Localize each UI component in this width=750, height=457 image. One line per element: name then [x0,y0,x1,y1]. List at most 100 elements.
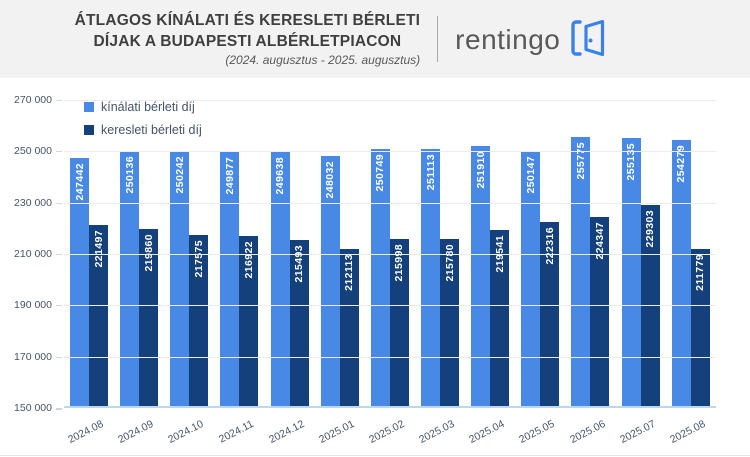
bar-offer: 250147 [521,151,541,408]
bar-demand: 211779 [690,249,710,408]
x-axis-label-cell: 2024.11 [217,408,258,457]
x-axis-label-cell: 2025.08 [668,408,710,457]
header-inner: ÁTLAGOS KÍNÁLATI ÉS KERESLETI BÉRLETI DÍ… [75,11,608,67]
chart-area: 270 000 250 000 230 000 210 000 190 000 170 0… [0,78,750,457]
bar-value-label: 216922 [242,241,255,279]
bar-value-label: 217575 [192,239,205,278]
bar-group: 250147 222316 [521,151,560,408]
page-title-line2: DÍJAK A BUDAPESTI ALBÉRLETPIACON [93,32,402,50]
gridline [64,305,716,306]
gridline [64,203,716,204]
y-axis-tick [56,151,62,152]
gridline [64,254,716,255]
x-axis-label: 2025.02 [367,418,407,446]
bar-value-label: 250147 [524,156,537,194]
gridline [64,151,716,152]
bar-offer: 250242 [170,150,190,408]
bar-group: 254279 211779 [671,140,710,408]
bar-group: 249877 216922 [220,151,259,408]
bar-value-label: 250749 [374,154,387,192]
bar-offer: 251113 [421,148,441,408]
y-axis-tick [56,357,62,358]
legend-swatch-offer [84,102,94,112]
x-axis-label: 2025.01 [316,418,357,446]
bar-demand: 229303 [640,204,660,408]
bar-group: 249638 215493 [270,152,309,408]
bar-offer: 248032 [320,156,340,408]
legend-swatch-demand [84,125,94,135]
rentingo-logo: rentingo [455,16,607,63]
bar-group: 248032 212113 [320,156,359,408]
bar-group: 251910 219541 [471,146,510,408]
legend-label-offer: kínálati bérleti díj [101,100,195,114]
x-axis-label-cell: 2025.07 [618,408,660,457]
bar-demand: 222316 [540,222,560,408]
header: ÁTLAGOS KÍNÁLATI ÉS KERESLETI BÉRLETI DÍ… [0,0,750,78]
x-axis-label-cell: 2025.04 [467,408,509,457]
y-axis-label: 210 000 [14,248,52,260]
y-axis-label: 150 000 [14,402,52,414]
y-axis-tick [56,305,62,306]
bar-value-label: 250136 [123,156,136,194]
x-axis-label: 2025.08 [667,418,708,446]
x-axis-label-cell: 2025.01 [317,408,359,457]
bar-value-label: 229303 [644,209,657,247]
gridline [64,357,716,358]
plot-area: 247442 221497 250136 219860 250242 217575 2498… [64,100,716,408]
bar-demand: 215998 [389,238,409,408]
bar-value-label: 221497 [92,229,105,267]
x-axis-label: 2024.09 [116,418,156,446]
bar-value-label: 251910 [474,151,487,189]
bar-demand: 219541 [490,229,510,408]
x-axis-label-cell: 2024.09 [116,408,158,457]
header-divider [437,16,439,62]
x-axis-label-cell: 2025.05 [517,408,559,457]
bar-offer: 255775 [571,136,591,408]
bar-group: 250136 219860 [120,151,159,408]
bar-group: 251113 215780 [421,148,460,408]
bar-offer: 251910 [471,146,491,408]
x-axis-label: 2024.12 [266,418,307,446]
bar-value-label: 249638 [274,157,287,195]
bar-value-label: 215493 [293,244,306,283]
bar-group: 255775 224347 [571,136,610,408]
bar-offer: 255135 [621,138,641,408]
x-axis-label: 2024.10 [166,418,206,446]
bottom-hairline [0,455,750,456]
title-block: ÁTLAGOS KÍNÁLATI ÉS KERESLETI BÉRLETI DÍ… [75,11,421,66]
y-axis-label: 270 000 [14,94,52,106]
x-axis-label-cell: 2024.12 [267,408,309,457]
bar-demand: 215780 [440,239,460,408]
bar-value-label: 222316 [543,227,556,265]
bar-demand: 216922 [239,236,259,408]
page-subtitle: (2024. augusztus - 2025. augusztus) [225,52,421,67]
bar-value-label: 251113 [424,153,437,190]
x-axis-label: 2025.03 [417,418,457,446]
bar-demand: 219860 [139,228,159,408]
x-axis-label-cell: 2025.03 [417,408,459,457]
bar-value-label: 212113 [343,253,356,291]
bar-group: 255135 229303 [621,138,660,408]
y-axis-label: 170 000 [14,351,52,363]
bars-row: 247442 221497 250136 219860 250242 217575 2498… [64,100,716,408]
bar-offer: 254279 [671,140,691,408]
y-axis-tick [56,100,62,101]
bar-value-label: 211779 [694,254,707,292]
bar-group: 250242 217575 [170,150,209,408]
bar-value-label: 215780 [443,244,456,282]
legend-item-offer: kínálati bérleti díj [84,100,202,114]
x-axis-label: 2025.07 [617,418,658,446]
x-axis-label: 2024.08 [66,418,106,446]
bar-group: 250749 215998 [370,149,409,408]
legend-label-demand: keresleti bérleti díj [101,123,202,137]
y-axis-label: 230 000 [14,197,52,209]
x-axis-label-cell: 2024.10 [166,408,208,457]
bar-demand: 212113 [339,248,359,408]
bar-value-label: 255135 [625,143,638,181]
bar-offer: 250749 [370,149,390,408]
legend-item-demand: keresleti bérleti díj [84,123,202,137]
x-axis-label: 2025.06 [567,418,607,446]
y-axis-tick [56,203,62,204]
x-axis-label-cell: 2025.06 [567,408,609,457]
